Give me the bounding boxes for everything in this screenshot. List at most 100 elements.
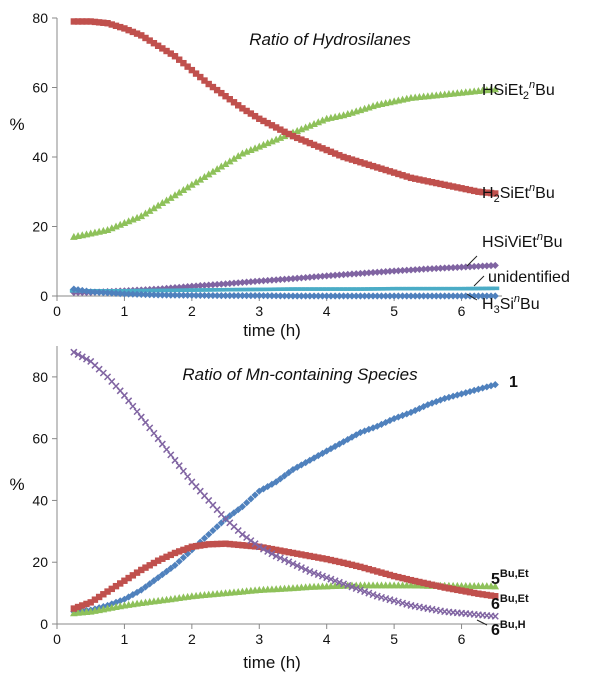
data-point [453, 286, 462, 291]
data-point [226, 96, 233, 103]
data-point [433, 179, 440, 187]
data-point [226, 540, 233, 548]
data-point [226, 512, 234, 520]
data-point [420, 265, 428, 273]
data-point [154, 574, 162, 582]
data-point [192, 70, 200, 77]
data-point [179, 467, 187, 475]
data-point [302, 138, 309, 145]
data-point [386, 267, 394, 275]
data-point [183, 183, 192, 191]
data-point [175, 557, 183, 566]
data-point [306, 273, 314, 281]
data-point [306, 552, 314, 560]
data-point [129, 290, 137, 298]
data-point [386, 292, 394, 300]
data-point [285, 130, 292, 138]
data-point [129, 28, 137, 36]
data-point [103, 289, 112, 297]
data-point [112, 289, 120, 297]
data-point [226, 279, 234, 288]
x-tick-label: 6 [458, 303, 466, 319]
data-point [267, 287, 276, 292]
data-point [167, 451, 175, 459]
data-point [120, 290, 129, 298]
data-point [235, 541, 242, 549]
data-point [87, 599, 94, 606]
data-point [184, 472, 192, 481]
data-point [272, 546, 280, 554]
data-point [382, 267, 390, 276]
data-point [365, 425, 373, 433]
x-tick-label: 4 [323, 631, 331, 647]
data-point [154, 288, 163, 293]
x-tick-label: 3 [255, 303, 263, 319]
data-point [205, 530, 213, 539]
data-point [492, 593, 499, 600]
data-point [335, 287, 344, 291]
data-point [318, 572, 327, 580]
data-point [470, 286, 479, 291]
data-point [129, 591, 137, 599]
data-point [188, 282, 196, 290]
data-point [369, 292, 377, 300]
data-point [276, 275, 284, 284]
data-point [373, 422, 381, 430]
data-point [188, 66, 196, 74]
data-point [108, 21, 115, 28]
data-point [475, 590, 482, 597]
data-point [352, 287, 361, 291]
data-point [420, 177, 427, 184]
data-point [259, 287, 268, 292]
data-point [201, 77, 208, 84]
data-point [200, 288, 209, 292]
data-point [398, 286, 407, 291]
data-point [293, 562, 301, 570]
y-tick-label: 80 [32, 10, 48, 26]
data-point [428, 265, 436, 273]
data-point [449, 263, 457, 272]
data-point [297, 461, 306, 469]
data-point [95, 288, 103, 296]
data-point [344, 560, 351, 568]
data-point [339, 287, 348, 291]
data-point [112, 598, 120, 606]
data-point [146, 424, 154, 432]
data-point [141, 290, 150, 299]
data-point [394, 286, 403, 291]
chart-title: Ratio of Hydrosilanes [249, 30, 411, 49]
data-point [424, 292, 432, 300]
data-point [347, 287, 356, 291]
data-point [167, 291, 175, 299]
data-point [407, 576, 415, 584]
data-point [293, 274, 301, 282]
data-point [390, 267, 398, 275]
data-point [150, 429, 158, 437]
data-point [336, 152, 343, 159]
data-point [179, 553, 188, 562]
data-point [200, 534, 209, 542]
data-point [230, 154, 238, 162]
data-point [100, 591, 107, 598]
data-point [280, 292, 289, 300]
data-point [217, 280, 225, 288]
data-point [238, 278, 247, 287]
x-tick-label: 0 [53, 303, 61, 319]
data-point [407, 408, 415, 417]
data-point [305, 287, 314, 291]
data-point [217, 292, 225, 300]
data-point [251, 292, 259, 300]
data-point [243, 533, 251, 542]
data-point [146, 580, 154, 588]
data-point [121, 25, 128, 32]
data-point [255, 287, 264, 292]
data-point [479, 591, 486, 598]
data-point [348, 156, 356, 163]
data-point [453, 292, 461, 300]
data-point [293, 287, 302, 291]
data-point [112, 22, 120, 30]
data-point [319, 145, 326, 152]
data-point [251, 287, 260, 292]
data-point [167, 564, 175, 572]
